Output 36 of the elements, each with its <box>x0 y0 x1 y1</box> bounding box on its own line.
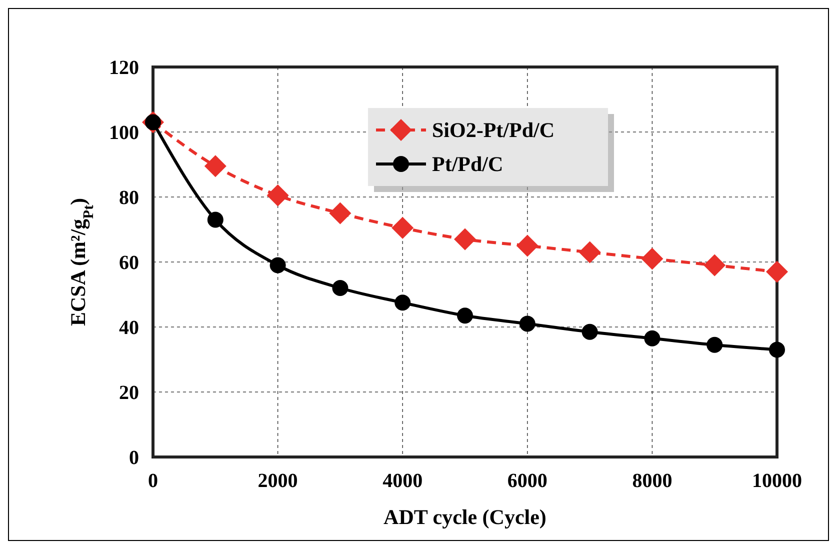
point <box>644 330 660 346</box>
point <box>578 241 601 264</box>
point <box>394 294 411 311</box>
x-tick-label: 6000 <box>507 470 548 492</box>
point <box>641 248 664 270</box>
point <box>519 316 536 332</box>
point <box>392 216 414 239</box>
x-axis-title: ADT cycle (Cycle) <box>384 505 546 529</box>
x-tick-label: 4000 <box>382 470 423 492</box>
legend-label: SiO2-Pt/Pd/C <box>432 118 555 142</box>
y-tick-label: 20 <box>119 382 139 404</box>
point <box>706 336 723 353</box>
point <box>270 257 286 274</box>
y-tick-label: 40 <box>119 317 139 339</box>
x-tick-label: 8000 <box>632 470 672 492</box>
y-tick-label: 0 <box>129 447 139 469</box>
point <box>332 280 348 296</box>
y-tick-label: 80 <box>119 187 139 209</box>
point <box>266 184 289 206</box>
point <box>516 234 538 257</box>
point <box>766 260 788 283</box>
point <box>457 308 473 324</box>
point <box>329 202 352 224</box>
point <box>582 324 598 340</box>
point <box>704 254 726 276</box>
x-tick-label: 10000 <box>752 470 802 492</box>
point <box>207 212 224 228</box>
y-tick-label: 100 <box>109 122 139 144</box>
x-tick-label: 2000 <box>258 470 298 492</box>
point <box>204 155 226 178</box>
legend-label: Pt/Pd/C <box>432 152 504 176</box>
y-tick-label: 60 <box>119 252 139 274</box>
y-tick-label: 120 <box>109 57 139 79</box>
x-tick-label: 0 <box>148 470 158 492</box>
point <box>769 342 785 358</box>
point <box>454 228 476 250</box>
